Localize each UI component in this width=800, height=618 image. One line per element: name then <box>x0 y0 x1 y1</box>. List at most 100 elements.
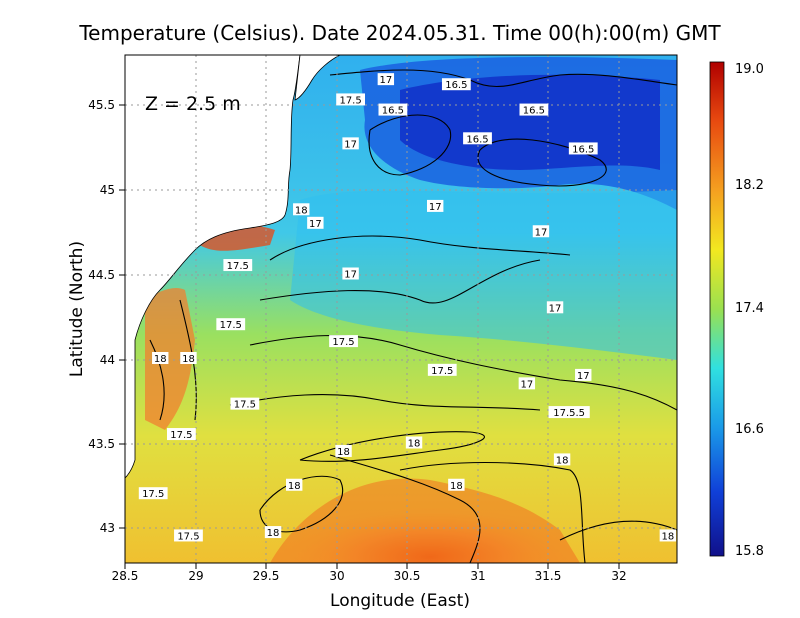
contour-label: 16.5 <box>378 103 408 117</box>
contour-label-text: 17 <box>549 303 562 314</box>
contour-label-text: 18 <box>182 354 195 365</box>
y-tick-label: 43 <box>100 521 115 535</box>
colorbar-label: 16.6 <box>735 422 764 437</box>
colorbar-label: 15.8 <box>735 544 764 559</box>
contour-label-text: 18 <box>154 354 167 365</box>
contour-label-text: 17 <box>344 139 357 150</box>
x-tick-label: 29 <box>188 569 203 583</box>
contour-label: 17.5 <box>167 428 196 441</box>
contour-label-background <box>223 259 253 272</box>
contour-label: 17 <box>427 199 444 213</box>
contour-label-background <box>427 199 444 212</box>
contour-label-background <box>568 142 598 155</box>
contour-label-background <box>441 78 471 91</box>
contour-label-background <box>180 352 197 364</box>
x-tick-label: 29.5 <box>253 569 280 583</box>
contour-label: 18 <box>335 444 352 458</box>
colorbar-label: 19.0 <box>735 62 764 77</box>
contour-label: 18 <box>553 453 571 466</box>
colorbar-label: 17.4 <box>735 301 764 316</box>
contour-label: 17.5 <box>427 363 457 377</box>
contour-label-text: 17 <box>309 219 322 230</box>
contour-label-background <box>230 397 260 410</box>
contour-label: 17 <box>518 377 536 390</box>
y-tick-label: 44 <box>100 353 115 367</box>
x-axis-title: Longitude (East) <box>330 591 470 611</box>
contour-label-text: 18 <box>337 447 350 458</box>
colorbar-scale <box>709 61 725 557</box>
contour-label: 16.5 <box>441 78 471 91</box>
hottest-water-region <box>270 478 580 563</box>
contour-label: 17 <box>342 267 359 281</box>
contour-label-text: 17 <box>429 202 442 213</box>
contour-label-background <box>548 406 590 419</box>
contour-label-text: 16.5 <box>382 106 404 117</box>
x-tick-label: 31 <box>470 569 485 583</box>
contour-label: 17 <box>342 137 359 150</box>
contour-label-text: 17.5 <box>332 337 354 348</box>
contour-label: 18 <box>659 529 677 542</box>
contour-label-background <box>152 352 169 364</box>
contour-label-background <box>377 73 395 86</box>
contour-label: 17 <box>377 73 395 86</box>
contour-label-background <box>216 318 246 331</box>
y-tick-label: 44.5 <box>88 268 115 282</box>
contour-label-text: 17.5.5 <box>553 408 585 419</box>
contour-label: 17.5 <box>216 318 246 331</box>
contour-label-background <box>448 478 465 491</box>
y-tick-label: 45 <box>100 183 115 197</box>
contour-label-text: 17.5 <box>220 320 242 331</box>
x-tick-label: 30.5 <box>394 569 421 583</box>
contour-label-text: 17 <box>379 75 392 86</box>
contour-label: 17.5 <box>138 487 168 500</box>
contour-label-text: 16.5 <box>445 80 467 91</box>
contour-label-background <box>659 529 677 542</box>
x-tick-label: 28.5 <box>112 569 139 583</box>
contour-label-text: 17.5 <box>431 366 453 377</box>
contour-label-background <box>286 478 303 491</box>
contour-label: 17.5 <box>336 93 365 106</box>
contour-label-text: 18 <box>408 439 421 450</box>
contour-label-text: 17.5 <box>170 430 192 441</box>
contour-label-text: 17.5 <box>142 489 164 500</box>
contour-label-text: 17 <box>520 379 533 390</box>
contour-label-text: 18 <box>450 481 463 492</box>
y-axis-title: Latitude (North) <box>67 241 87 377</box>
contour-label: 17.5 <box>223 259 253 272</box>
coldest-water-region <box>400 74 660 170</box>
contour-lines <box>149 69 677 563</box>
contour-label-text: 17.5 <box>234 400 256 411</box>
y-tick-label: 45.5 <box>88 98 115 112</box>
contour-label-text: 18 <box>661 531 674 542</box>
cool-water-band <box>290 190 677 360</box>
contour-label-background <box>342 137 359 150</box>
contour-label: 18 <box>180 352 197 365</box>
contour-label-background <box>378 103 408 116</box>
contour-label-background <box>463 132 492 145</box>
colorbar: 19.0 18.2 17.4 16.6 15.8 <box>709 61 764 559</box>
contour-label-text: 18 <box>295 205 308 216</box>
contour-label-background <box>575 368 592 381</box>
contour-label-text: 18 <box>556 455 569 466</box>
contour-label-background <box>553 453 571 466</box>
contour-label: 17.5 <box>174 529 203 542</box>
contour-label-background <box>427 363 457 376</box>
contour-label-background <box>167 428 196 441</box>
contour-label: 17.5.5 <box>548 406 590 419</box>
contour-label: 18 <box>264 526 282 539</box>
contour-labels: 17 16.517.516.5 16.516.516.5171718171717.5… <box>138 73 677 542</box>
contour-label: 18 <box>448 478 465 492</box>
depth-label: Z = 2.5 m <box>145 93 241 115</box>
contour-label-text: 17.5 <box>227 261 249 272</box>
land-mass <box>125 55 301 479</box>
contour-label-background <box>329 335 358 348</box>
plot-area: 17 16.517.516.5 16.516.516.5171718171717.5… <box>125 55 677 563</box>
contour-label: 17 <box>532 225 550 238</box>
contour-label-background <box>519 103 549 116</box>
contour-label-text: 16.5 <box>523 106 545 117</box>
contour-label-text: 17 <box>535 227 548 238</box>
contour-label-background <box>335 444 352 457</box>
contour-label: 17 <box>546 301 564 314</box>
contour-label-text: 17.5 <box>177 531 199 542</box>
contour-label-text: 17.5 <box>339 95 361 106</box>
